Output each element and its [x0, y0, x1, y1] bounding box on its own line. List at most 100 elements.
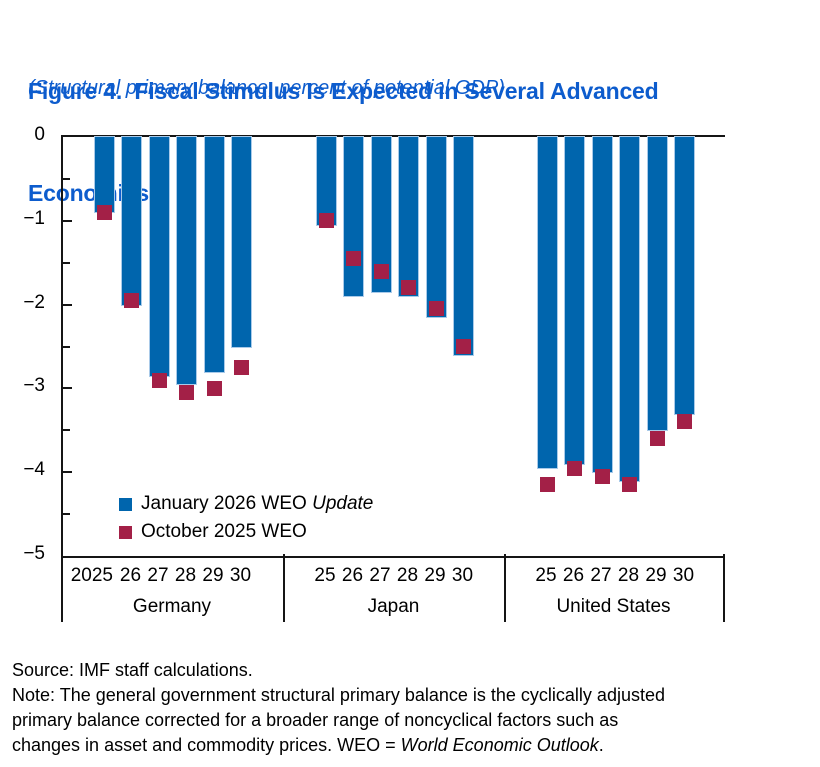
y-major-tick: [63, 471, 72, 474]
marker-japan-30: [456, 339, 471, 354]
note-line-2: primary balance corrected for a broader …: [12, 710, 619, 730]
source-line: Source: IMF staff calculations.: [12, 660, 253, 680]
bar-germany-30: [231, 136, 252, 348]
figure-title: Figure 4. Fiscal Stimulus Is Expected in…: [28, 6, 768, 278]
figure-subtitle: (Structural primary balance, percent of …: [28, 77, 505, 99]
y-minor-tick: [63, 345, 70, 348]
y-minor-tick: [63, 261, 70, 264]
x-group-label-japan: Japan: [367, 596, 420, 617]
marker-germany-29: [206, 380, 222, 396]
legend-swatch-crimson-square-icon: [119, 525, 132, 539]
x-year-label-united-states-30: 30: [672, 565, 695, 586]
bar-united-states-27: [591, 135, 613, 474]
legend-label-regular: January 2026 WEO: [141, 493, 313, 514]
bar-united-states-29: [646, 135, 668, 432]
legend-item-jan-2026-weo-update: January 2026 WEO Update: [119, 490, 373, 518]
x-year-label-japan-25: 25: [314, 565, 336, 586]
marker-japan-25: [318, 213, 334, 229]
x-year-label-germany-29: 29: [202, 565, 224, 586]
marker-united-states-26: [567, 460, 582, 476]
x-year-label-germany-30: 30: [229, 565, 252, 586]
x-year-label-japan-29: 29: [424, 565, 446, 586]
bar-united-states-28: [619, 136, 640, 482]
marker-japan-29: [428, 301, 444, 317]
marker-germany-28: [179, 385, 194, 401]
legend-label-jan-2026-weo-update: January 2026 WEO Update: [141, 493, 373, 515]
bar-japan-25: [315, 136, 337, 226]
figure-notes: Source: IMF staff calculations. Note: Th…: [12, 658, 665, 758]
legend-label-regular: October 2025 WEO: [141, 521, 307, 542]
x-year-label-germany-28: 28: [174, 565, 197, 586]
marker-japan-27: [373, 263, 389, 279]
y-major-tick: [63, 387, 72, 390]
bar-japan-30: [453, 136, 474, 356]
x-year-label-japan-30: 30: [451, 565, 474, 586]
note-line-3-end: .: [598, 735, 604, 755]
bar-germany-26: [121, 136, 142, 306]
group-divider-line: [61, 554, 63, 622]
y-major-tick: [63, 303, 72, 306]
y-minor-tick: [63, 513, 70, 516]
legend-swatch-blue-square-icon: [119, 497, 132, 511]
bar-germany-2025: [93, 135, 115, 214]
bar-germany-29: [203, 136, 225, 373]
marker-united-states-28: [622, 477, 637, 493]
marker-germany-27: [151, 372, 167, 388]
x-year-label-united-states-27: 27: [590, 565, 612, 586]
bar-japan-28: [398, 135, 419, 298]
x-year-label-germany-26: 26: [119, 565, 142, 586]
marker-japan-28: [401, 280, 416, 296]
x-year-label-united-states-25: 25: [535, 565, 557, 586]
group-divider-line: [504, 554, 506, 622]
marker-united-states-30: [677, 414, 692, 430]
note-line-1: Note: The general government structural …: [12, 685, 665, 705]
note-line-3-regular: changes in asset and commodity prices. W…: [12, 735, 401, 755]
x-group-label-germany: Germany: [132, 596, 212, 617]
marker-united-states-29: [649, 431, 665, 447]
x-axis-band: 2025 26 27 28 29 30 Germany 25 26 27 28 29 30 Japan 25…: [61, 554, 725, 622]
y-minor-tick: [63, 429, 70, 432]
marker-japan-26: [346, 251, 361, 266]
group-divider-line: [723, 554, 725, 622]
x-year-label-united-states-26: 26: [562, 565, 585, 586]
legend-item-oct-2025-weo: October 2025 WEO: [119, 518, 373, 546]
plot-area: January 2026 WEO Update October 2025 WEO: [61, 135, 725, 558]
bar-japan-26: [343, 135, 364, 298]
bar-germany-27: [148, 136, 170, 377]
chart-legend: January 2026 WEO Update October 2025 WEO: [119, 490, 373, 546]
marker-germany-30: [234, 359, 249, 375]
y-tick-label: −1: [23, 207, 45, 229]
y-tick-label: −3: [23, 375, 45, 397]
x-year-label-japan-28: 28: [396, 565, 419, 586]
y-tick-label: 0: [34, 124, 45, 145]
note-line-3: changes in asset and commodity prices. W…: [12, 733, 665, 758]
marker-united-states-27: [594, 468, 610, 484]
marker-germany-26: [124, 292, 139, 308]
note-line-3-italic: World Economic Outlook: [400, 735, 599, 755]
figure-title-line1: Figure 4. Fiscal Stimulus Is Expected in…: [28, 78, 659, 104]
bar-united-states-30: [674, 136, 695, 415]
x-year-label-japan-27: 27: [369, 565, 391, 586]
x-year-label-united-states-29: 29: [645, 565, 667, 586]
group-divider-line: [283, 554, 285, 622]
bar-japan-29: [425, 135, 447, 319]
bar-germany-28: [176, 135, 197, 386]
legend-label-italic: Update: [312, 493, 374, 514]
y-tick-label: −4: [23, 459, 45, 481]
x-year-label-japan-26: 26: [341, 565, 364, 586]
x-group-label-united-states: United States: [556, 596, 671, 617]
marker-germany-2025: [96, 204, 112, 220]
y-major-tick: [63, 219, 72, 222]
marker-united-states-25: [539, 477, 555, 493]
x-year-label-germany-27: 27: [147, 565, 169, 586]
x-year-label-germany-2025: 2025: [70, 565, 113, 586]
legend-label-oct-2025-weo: October 2025 WEO: [141, 521, 307, 543]
bar-united-states-26: [564, 136, 585, 465]
y-tick-label: −5: [23, 543, 45, 564]
bar-japan-27: [370, 135, 392, 294]
bar-united-states-25: [536, 136, 558, 469]
y-tick-label: −2: [23, 291, 45, 313]
x-year-label-united-states-28: 28: [617, 565, 640, 586]
y-minor-tick: [63, 177, 70, 180]
